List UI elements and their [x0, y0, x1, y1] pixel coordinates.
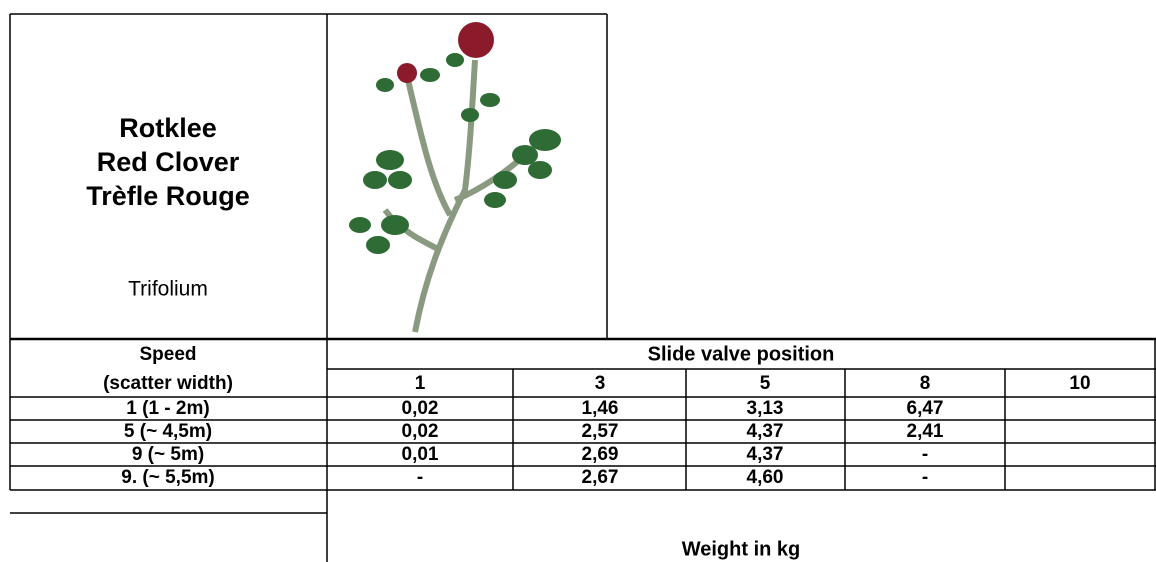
cell: -: [417, 467, 423, 488]
column-header: 8: [920, 373, 931, 394]
column-header: 3: [595, 373, 606, 394]
group-label: Slide valve position: [648, 343, 835, 365]
footer: Weight in kg: [682, 538, 801, 560]
row-label: 9. (~ 5,5m): [121, 467, 214, 488]
cell: 0,02: [402, 421, 439, 442]
column-header: 5: [760, 373, 771, 394]
row-label: 1 (1 - 2m): [126, 398, 209, 419]
cell: 2,69: [582, 444, 619, 465]
cell: 0,02: [402, 398, 439, 419]
clover-image: [349, 22, 561, 332]
cell: -: [922, 444, 928, 465]
cell: 4,37: [747, 444, 784, 465]
cell: 4,60: [747, 467, 784, 488]
column-header: 10: [1069, 373, 1090, 394]
cell: 2,57: [582, 421, 619, 442]
row-label: 5 (~ 4,5m): [124, 421, 212, 442]
page: Rotklee Red Clover Trèfle Rouge Trifolium Sp…: [0, 0, 1156, 562]
corner-label: (scatter width): [103, 373, 233, 394]
cell: 2,41: [907, 421, 944, 442]
plant-name: Trèfle Rouge: [86, 181, 250, 211]
latin-name: Trifolium: [128, 278, 208, 301]
cell: 3,13: [747, 398, 784, 419]
cell: -: [922, 467, 928, 488]
plant-name: Red Clover: [97, 147, 240, 177]
cell: 4,37: [747, 421, 784, 442]
cell: 2,67: [582, 467, 619, 488]
corner-label: Speed: [139, 344, 196, 365]
cell: 0,01: [402, 444, 439, 465]
cell: 1,46: [582, 398, 619, 419]
plant-name: Rotklee: [119, 113, 217, 143]
column-header: 1: [415, 373, 426, 394]
cell: 6,47: [907, 398, 944, 419]
row-label: 9 (~ 5m): [132, 444, 204, 465]
